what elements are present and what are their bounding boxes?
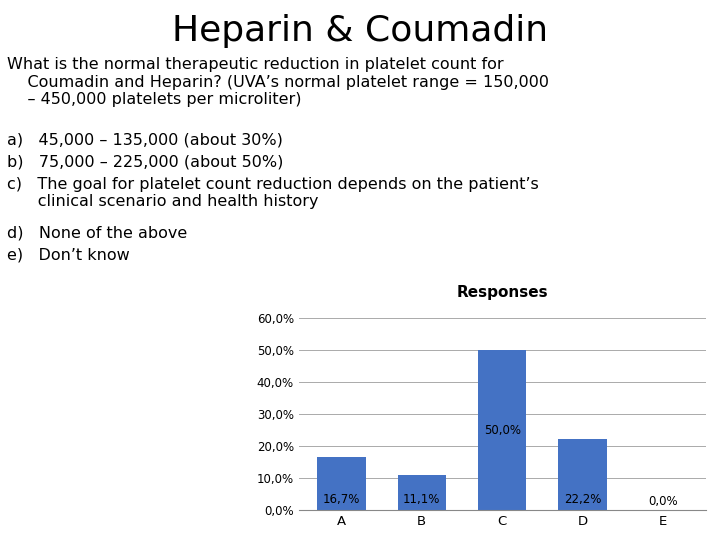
Bar	[478, 350, 526, 510]
Bar	[318, 457, 366, 510]
Text: – 450,000 platelets per microliter): – 450,000 platelets per microliter)	[7, 92, 302, 107]
Text: What is the normal therapeutic reduction in platelet count for: What is the normal therapeutic reduction…	[7, 57, 504, 72]
Text: 16,7%: 16,7%	[323, 494, 360, 507]
Text: clinical scenario and health history: clinical scenario and health history	[7, 194, 319, 210]
Text: Coumadin and Heparin? (UVA’s normal platelet range = 150,000: Coumadin and Heparin? (UVA’s normal plat…	[7, 75, 549, 90]
Bar	[397, 475, 446, 510]
Bar	[559, 440, 607, 510]
Text: c)   The goal for platelet count reduction depends on the patient’s: c) The goal for platelet count reduction…	[7, 177, 539, 192]
Text: e)   Don’t know: e) Don’t know	[7, 247, 130, 262]
Text: 22,2%: 22,2%	[564, 494, 601, 507]
Text: b)   75,000 – 225,000 (about 50%): b) 75,000 – 225,000 (about 50%)	[7, 154, 284, 170]
Text: d)   None of the above: d) None of the above	[7, 225, 187, 240]
Text: 50,0%: 50,0%	[484, 424, 521, 437]
Title: Responses: Responses	[456, 285, 548, 300]
Text: 11,1%: 11,1%	[403, 494, 441, 507]
Text: a)   45,000 – 135,000 (about 30%): a) 45,000 – 135,000 (about 30%)	[7, 132, 283, 147]
Text: Heparin & Coumadin: Heparin & Coumadin	[172, 14, 548, 48]
Text: 0,0%: 0,0%	[648, 495, 678, 508]
